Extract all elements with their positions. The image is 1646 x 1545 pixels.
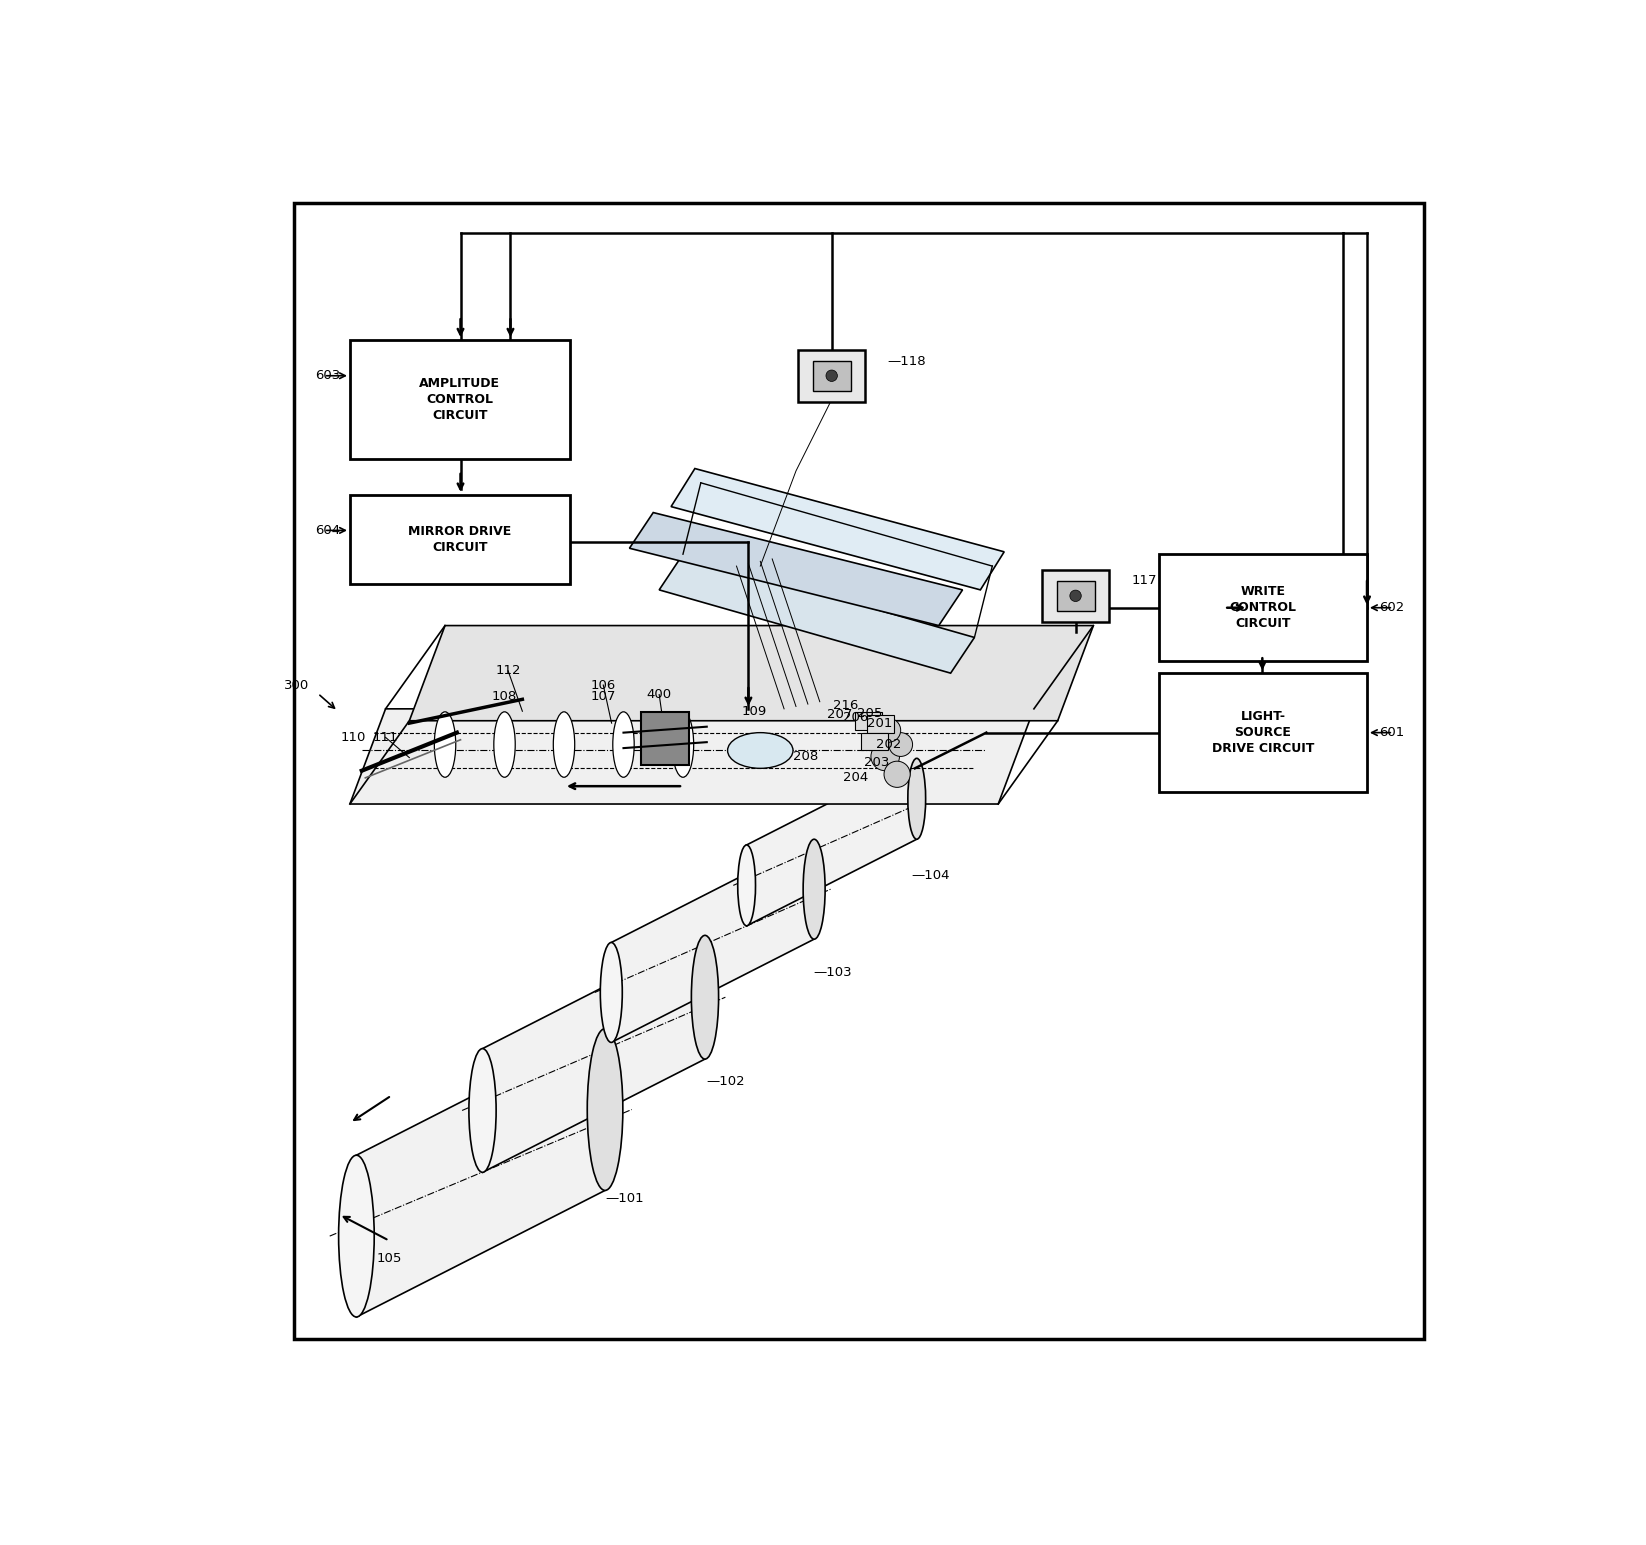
Polygon shape xyxy=(658,555,974,674)
Text: 112: 112 xyxy=(495,664,520,677)
Text: MIRROR DRIVE
CIRCUIT: MIRROR DRIVE CIRCUIT xyxy=(408,525,512,553)
Bar xyxy=(1159,555,1368,661)
Text: WRITE
CONTROL
CIRCUIT: WRITE CONTROL CIRCUIT xyxy=(1230,586,1297,630)
Polygon shape xyxy=(629,513,963,626)
Polygon shape xyxy=(482,935,704,1173)
Bar xyxy=(867,715,894,732)
Bar xyxy=(351,340,570,459)
Circle shape xyxy=(889,732,912,757)
Text: LIGHT-
SOURCE
DRIVE CIRCUIT: LIGHT- SOURCE DRIVE CIRCUIT xyxy=(1211,711,1314,756)
Polygon shape xyxy=(747,759,917,925)
Ellipse shape xyxy=(469,1049,495,1173)
Ellipse shape xyxy=(588,1029,622,1190)
Text: —118: —118 xyxy=(887,355,927,368)
Text: 107: 107 xyxy=(591,691,616,703)
Ellipse shape xyxy=(553,712,574,777)
Text: 208: 208 xyxy=(793,749,818,763)
Ellipse shape xyxy=(691,935,719,1058)
Ellipse shape xyxy=(339,1156,374,1316)
Text: 105: 105 xyxy=(377,1251,402,1265)
Ellipse shape xyxy=(612,712,634,777)
Polygon shape xyxy=(351,709,1034,803)
Polygon shape xyxy=(672,468,1004,590)
Bar xyxy=(856,712,882,731)
Text: 201: 201 xyxy=(866,717,892,729)
Bar xyxy=(1159,674,1368,793)
Text: 109: 109 xyxy=(742,705,767,718)
Text: 206: 206 xyxy=(843,711,867,723)
Text: 300: 300 xyxy=(283,678,309,692)
Text: AMPLITUDE
CONTROL
CIRCUIT: AMPLITUDE CONTROL CIRCUIT xyxy=(420,377,500,422)
Bar xyxy=(1042,570,1109,623)
Text: 117: 117 xyxy=(1131,573,1157,587)
Text: 110: 110 xyxy=(341,731,365,743)
Ellipse shape xyxy=(494,712,515,777)
Text: 106: 106 xyxy=(591,678,616,692)
Text: 602: 602 xyxy=(1379,601,1404,615)
Ellipse shape xyxy=(672,712,693,777)
Polygon shape xyxy=(611,839,815,1043)
Circle shape xyxy=(871,742,899,771)
Circle shape xyxy=(884,762,910,788)
Polygon shape xyxy=(357,1029,606,1316)
Text: 400: 400 xyxy=(647,688,672,701)
Text: —101: —101 xyxy=(606,1193,644,1205)
Text: 203: 203 xyxy=(864,756,889,769)
Circle shape xyxy=(826,371,838,382)
Text: 604: 604 xyxy=(316,524,341,538)
Bar xyxy=(1057,581,1095,612)
Bar xyxy=(861,732,887,751)
Text: 205: 205 xyxy=(858,708,882,720)
Bar xyxy=(642,712,690,765)
Ellipse shape xyxy=(803,839,825,939)
Text: 601: 601 xyxy=(1379,726,1404,739)
Circle shape xyxy=(877,718,900,742)
Text: 207: 207 xyxy=(828,708,853,722)
Text: 216: 216 xyxy=(833,698,859,712)
Ellipse shape xyxy=(728,732,793,768)
Text: 204: 204 xyxy=(843,771,867,785)
Polygon shape xyxy=(410,626,1093,720)
Ellipse shape xyxy=(737,845,756,925)
Circle shape xyxy=(1070,590,1081,601)
Bar xyxy=(813,360,851,391)
Text: —103: —103 xyxy=(813,967,853,980)
Bar xyxy=(351,494,570,584)
Text: 108: 108 xyxy=(492,691,517,703)
Bar xyxy=(798,349,866,402)
Text: 603: 603 xyxy=(314,369,341,382)
Text: —104: —104 xyxy=(912,868,950,882)
Text: —102: —102 xyxy=(706,1075,746,1088)
Ellipse shape xyxy=(909,759,925,839)
Ellipse shape xyxy=(601,942,622,1043)
Ellipse shape xyxy=(435,712,456,777)
Text: 202: 202 xyxy=(876,739,902,751)
Text: 111: 111 xyxy=(372,731,398,743)
